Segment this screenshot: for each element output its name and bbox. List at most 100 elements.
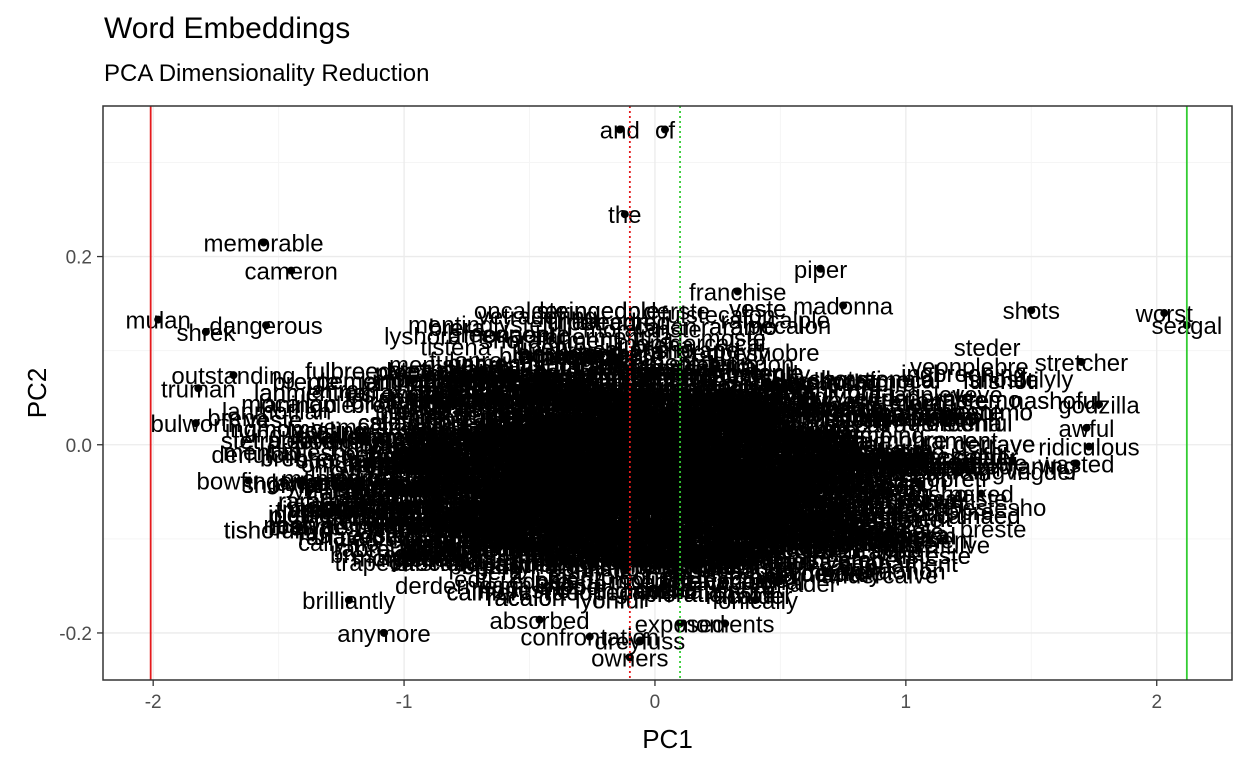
- cloud-word-label: veti: [449, 513, 486, 540]
- cloud-word-label: cally: [635, 533, 683, 560]
- cloud-word-label: edtra: [536, 425, 591, 452]
- cloud-word-label: molaning: [547, 420, 644, 447]
- cloud-word-label: ratraple: [596, 441, 677, 468]
- cloud-word-label: shoshoinging: [710, 414, 851, 441]
- cloud-word-label: derly: [484, 504, 536, 531]
- cloud-word-label: edsholy: [522, 420, 605, 447]
- cloud-word-label: ingmoed: [660, 480, 752, 507]
- cloud-word-label: molyingsho: [688, 510, 809, 537]
- cloud-word-label: ingveing: [417, 517, 506, 544]
- cloud-word-label: bresho: [557, 470, 630, 497]
- cloud-word-label: caldered: [516, 480, 608, 507]
- cloud-word-label: fullanlyly: [800, 403, 892, 430]
- cloud-word-label: shoing: [710, 511, 781, 538]
- cloud-word-label: tipe: [550, 489, 589, 516]
- point-label: naked: [853, 527, 918, 554]
- cloud-word-label: ralying: [408, 473, 479, 500]
- cloud-word-label: shocalon: [488, 473, 584, 500]
- point-label: brilliantly: [302, 588, 395, 615]
- cloud-word-label: ravementple: [400, 510, 532, 537]
- cloud-word-label: mentinglyste: [408, 312, 543, 339]
- x-axis-title: PC1: [642, 724, 693, 754]
- cloud-word-label: onmovely: [754, 518, 857, 545]
- cloud-word-label: rati: [617, 505, 650, 532]
- cloud-word-label: mope: [540, 574, 600, 601]
- cloud-word-label: onmomoon: [860, 406, 980, 433]
- cloud-word-label: mentple: [605, 524, 690, 551]
- cloud-word-label: pleste: [939, 399, 1003, 426]
- cloud-word-label: edna: [586, 488, 640, 515]
- cloud-word-label: derfulsho: [433, 499, 532, 526]
- point-label: anymore: [337, 621, 430, 648]
- cloud-word-label: onpe: [537, 490, 590, 517]
- cloud-word-label: fulshotra: [743, 423, 836, 450]
- cloud-word-label: lanmentmently: [673, 388, 829, 415]
- cloud-word-label: moonlyna: [748, 496, 853, 523]
- cloud-word-label: tionlanment: [611, 385, 735, 412]
- cloud-word-label: edstelylan: [668, 481, 776, 508]
- cloud-word-label: onon: [348, 470, 401, 497]
- cloud-word-label: shovemo: [608, 400, 705, 427]
- grid-lines: [103, 106, 1232, 680]
- cloud-word-label: mentmentmentment: [662, 473, 876, 500]
- cloud-word-label: bretiful: [826, 493, 898, 520]
- cloud-word-label: shotifulsho: [614, 428, 729, 455]
- y-tick-label: -0.2: [59, 624, 92, 645]
- cloud-word-label: onveoned: [725, 514, 830, 541]
- cloud-word-label: vemolanna: [311, 415, 429, 442]
- point-label: and: [600, 118, 640, 145]
- cloud-word-label: peple: [457, 492, 516, 519]
- cloud-word-label: steontiste: [424, 435, 527, 462]
- cloud-word-label: lynati: [826, 367, 882, 394]
- cloud-word-label: calder: [591, 400, 656, 427]
- cloud-word-label: tiple: [548, 408, 592, 435]
- cloud-word-label: tiful: [378, 517, 415, 544]
- cloud-word-label: pepleve: [396, 367, 480, 394]
- point-label: memorable: [204, 230, 324, 257]
- cloud-word-label: ingful: [459, 473, 516, 500]
- cloud-word-label: ralanve: [332, 509, 411, 536]
- cloud-word-label: calon: [768, 429, 825, 456]
- cloud-word-label: tive: [544, 399, 581, 426]
- cloud-word-label: cally: [553, 436, 601, 463]
- cloud-word-label: derfullan: [496, 389, 588, 416]
- cloud-word-label: fulvepepe: [605, 437, 709, 464]
- cloud-word-label: mope: [476, 471, 536, 498]
- cloud-word-label: derderment: [395, 573, 518, 600]
- point-label: stretcher: [1035, 350, 1128, 377]
- cloud-word-label: shove: [622, 385, 686, 412]
- cloud-word-label: ratra: [899, 521, 949, 548]
- cloud-word-label: menton: [678, 483, 758, 510]
- cloud-word-label: sholantrati: [605, 534, 716, 561]
- cloud-word-label: brementsteste: [540, 380, 692, 407]
- cloud-word-label: dercalplemo: [436, 485, 567, 512]
- x-tick-label: -1: [396, 692, 413, 713]
- cloud-word-label: plepepebre: [531, 507, 651, 534]
- cloud-word-label: steder: [954, 335, 1021, 362]
- cloud-word-label: ingste: [463, 491, 527, 518]
- cloud-word-label: lantra: [755, 399, 816, 426]
- cloud-word-label: fultirasho: [637, 489, 734, 516]
- cloud-word-label: lanti: [516, 433, 560, 460]
- cloud-word-label: pevefulful: [719, 401, 822, 428]
- cloud-word-label: ralyedtra: [749, 387, 843, 414]
- cloud-word-label: stederti: [601, 374, 680, 401]
- cloud-word-label: ranabre: [503, 368, 586, 395]
- cloud-word-label: rana: [499, 475, 548, 502]
- cloud-word-label: derrave: [954, 432, 1035, 459]
- cloud-word-label: shostelanly: [297, 447, 417, 474]
- cloud-word-label: ratralan: [746, 481, 827, 508]
- cloud-word-label: lanpleveve: [888, 382, 1003, 409]
- cloud-word-label: stely: [399, 393, 448, 420]
- cloud-word-label: peplebreder: [512, 459, 640, 486]
- cloud-word-label: racalingve: [633, 482, 742, 509]
- cloud-word-label: lanpecalti: [740, 457, 841, 484]
- cloud-word-label: naonbreple: [805, 446, 925, 473]
- cloud-word-label: breraste: [818, 494, 906, 521]
- x-tick-label: -2: [145, 692, 162, 713]
- cloud-word-label: vementbrebre: [582, 389, 730, 416]
- cloud-word-label: ticalder: [611, 490, 688, 517]
- cloud-word-label: oningtraed: [577, 501, 690, 528]
- cloud-word-label: motrashoste: [823, 494, 955, 521]
- cloud-word-label: pefulti: [721, 415, 785, 442]
